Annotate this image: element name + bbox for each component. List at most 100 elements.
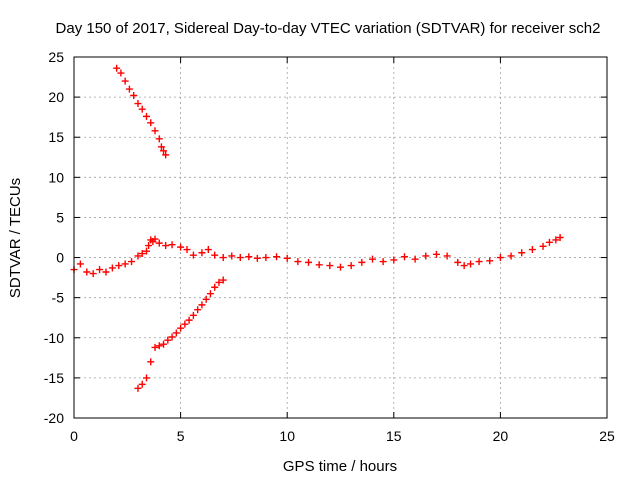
y-tick-label: 25 <box>48 49 64 65</box>
data-point <box>273 253 281 261</box>
data-point <box>198 301 206 309</box>
data-point <box>528 246 536 254</box>
x-axis-label: GPS time / hours <box>283 458 397 475</box>
data-point <box>467 260 475 268</box>
x-tick-label: 0 <box>70 428 78 444</box>
y-tick-label: -10 <box>44 330 64 346</box>
data-point <box>460 262 468 270</box>
data-point <box>125 85 133 93</box>
data-point <box>151 343 159 351</box>
data-point <box>160 340 168 348</box>
data-point <box>518 249 526 257</box>
data-point <box>177 243 185 251</box>
data-point <box>113 64 121 72</box>
plot-frame <box>73 56 608 419</box>
data-point <box>211 283 219 291</box>
data-point <box>162 242 170 250</box>
data-point <box>194 306 202 314</box>
data-point <box>347 262 355 270</box>
y-tick-label: 10 <box>48 169 64 185</box>
data-point <box>121 77 129 85</box>
data-point <box>185 316 193 324</box>
data-point <box>189 251 197 259</box>
data-point <box>411 255 419 263</box>
data-point <box>198 249 206 257</box>
data-point <box>454 258 462 266</box>
data-point <box>215 278 223 286</box>
data-point <box>206 290 214 298</box>
data-point <box>76 260 84 268</box>
data-point <box>130 92 138 100</box>
data-point <box>443 252 451 260</box>
data-point <box>545 238 553 246</box>
data-point <box>134 100 142 108</box>
data-point <box>315 261 323 269</box>
data-point <box>151 235 159 243</box>
y-tick-label: 20 <box>48 89 64 105</box>
data-layer <box>70 64 564 392</box>
data-point <box>162 151 170 159</box>
data-point <box>262 254 270 262</box>
data-point <box>183 246 191 254</box>
x-tick-label: 15 <box>386 428 402 444</box>
data-point <box>283 254 291 262</box>
y-tick-label: 0 <box>56 250 64 266</box>
y-tick-label: -5 <box>52 290 65 306</box>
data-point <box>145 242 153 250</box>
data-point <box>204 246 212 254</box>
data-point <box>155 135 163 143</box>
data-point <box>379 258 387 266</box>
data-point <box>155 239 163 247</box>
data-point <box>432 250 440 258</box>
data-point <box>211 251 219 259</box>
data-point <box>496 254 504 262</box>
data-point <box>117 69 125 77</box>
data-point <box>155 342 163 350</box>
data-point <box>245 253 253 261</box>
grid-layer <box>74 57 607 418</box>
data-point <box>486 257 494 265</box>
data-point <box>305 258 313 266</box>
data-point <box>202 295 210 303</box>
data-point <box>128 258 136 266</box>
data-point <box>294 258 302 266</box>
x-tick-label: 5 <box>177 428 185 444</box>
data-point <box>172 329 180 337</box>
data-point <box>102 268 110 276</box>
series-arc-high-descending <box>113 64 170 159</box>
data-point <box>253 254 261 262</box>
data-point <box>475 258 483 266</box>
series-arc-low-ascending <box>134 276 227 392</box>
data-point <box>219 276 227 284</box>
y-tick-label: 5 <box>56 209 64 225</box>
x-tick-label: 25 <box>599 428 615 444</box>
y-tick-label: 15 <box>48 129 64 145</box>
chart-title: Day 150 of 2017, Sidereal Day-to-day VTE… <box>56 20 601 37</box>
data-point <box>142 112 150 120</box>
data-point <box>142 374 150 382</box>
data-point <box>219 254 227 262</box>
data-point <box>147 119 155 127</box>
data-point <box>507 252 515 260</box>
x-tick-label: 10 <box>279 428 295 444</box>
data-point <box>147 358 155 366</box>
data-point <box>422 252 430 260</box>
y-tick-label: -15 <box>44 370 64 386</box>
data-point <box>400 253 408 261</box>
data-point <box>121 260 129 268</box>
data-point <box>157 143 165 151</box>
data-point <box>390 256 398 264</box>
data-point <box>168 241 176 249</box>
data-point <box>115 262 123 270</box>
data-point <box>236 254 244 262</box>
data-point <box>189 311 197 319</box>
data-point <box>168 333 176 341</box>
data-point <box>552 236 560 244</box>
series-main-track <box>70 234 564 278</box>
data-point <box>164 336 172 344</box>
data-point <box>228 252 236 260</box>
x-tick-label: 20 <box>493 428 509 444</box>
data-point <box>556 234 564 241</box>
tick-layer: 0 5 10 15 20 25 -20 -15 -10 -5 0 5 10 15 20 25 <box>44 49 615 444</box>
